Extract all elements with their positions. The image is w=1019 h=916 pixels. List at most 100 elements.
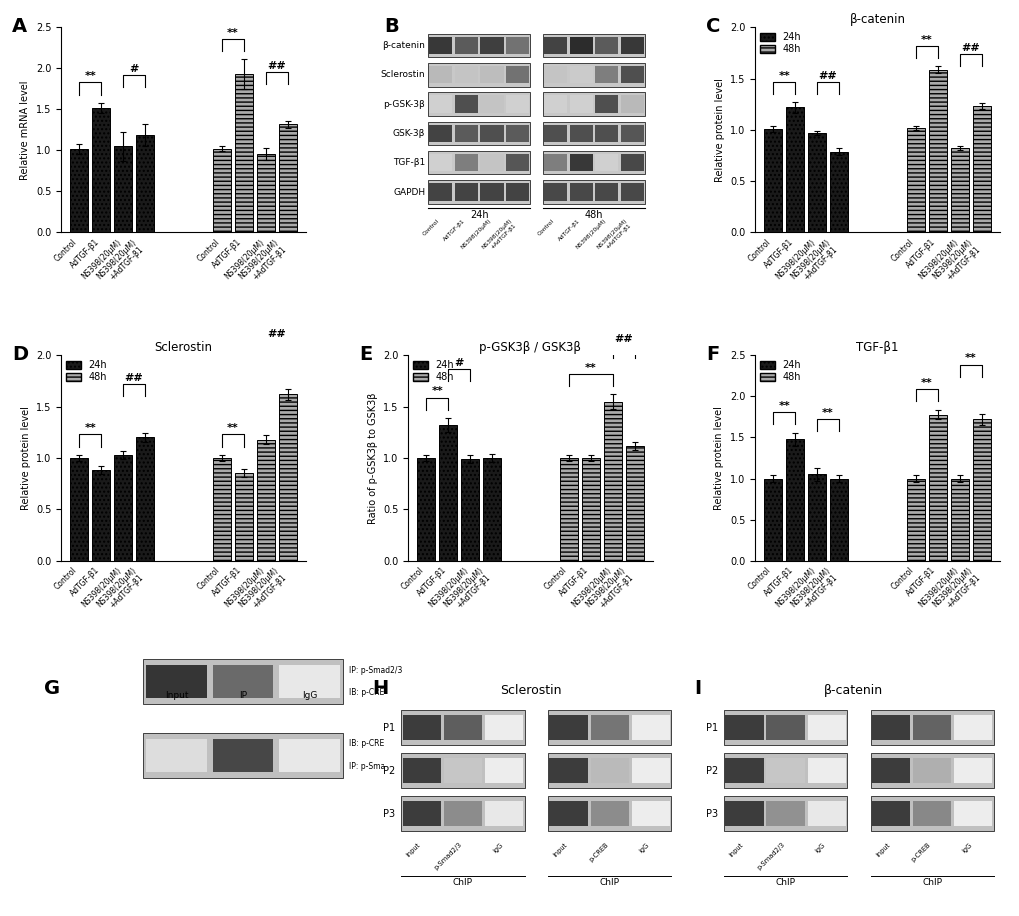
Bar [143, 659, 342, 704]
Bar [427, 122, 530, 145]
Bar [723, 710, 847, 745]
Text: **: ** [777, 401, 790, 411]
Bar [114, 147, 131, 233]
Bar [621, 37, 643, 54]
Bar [484, 802, 523, 826]
Title: p-GSK3β / GSK3β: p-GSK3β / GSK3β [479, 342, 581, 354]
Bar [454, 125, 477, 142]
Text: IgG: IgG [302, 691, 317, 700]
Bar [631, 802, 669, 826]
Bar [870, 796, 993, 831]
Text: **: ** [777, 71, 790, 81]
Bar [454, 66, 477, 83]
Text: IP: IP [238, 691, 247, 700]
Text: G: G [44, 680, 60, 698]
Bar [543, 154, 567, 171]
Text: GSK-3β: GSK-3β [392, 129, 425, 138]
Text: Sclerostin: Sclerostin [499, 683, 560, 696]
Bar [569, 37, 592, 54]
Bar [114, 455, 131, 561]
Bar [143, 733, 342, 778]
Text: p-CREB: p-CREB [587, 842, 609, 863]
Bar [92, 470, 110, 561]
Bar [484, 758, 523, 783]
Bar [483, 458, 500, 561]
Bar [631, 715, 669, 740]
Text: AdTGF-β1: AdTGF-β1 [556, 218, 581, 242]
Bar [807, 802, 845, 826]
Bar [484, 715, 523, 740]
Text: P3: P3 [705, 809, 717, 819]
Bar [547, 796, 671, 831]
Text: Sclerostin: Sclerostin [380, 71, 425, 80]
Bar [829, 478, 847, 561]
Text: Input: Input [728, 842, 744, 857]
Bar [443, 802, 482, 826]
Text: β-catenin: β-catenin [382, 41, 425, 49]
Bar [279, 665, 339, 698]
Bar [443, 715, 482, 740]
Text: **: ** [920, 378, 931, 388]
Text: E: E [359, 345, 372, 365]
Y-axis label: Ratio of p-GSK3β to GSK3β: Ratio of p-GSK3β to GSK3β [367, 392, 377, 524]
Bar [146, 665, 207, 698]
Bar [594, 154, 618, 171]
Bar [213, 739, 273, 771]
Bar [906, 478, 924, 561]
Title: TGF-β1: TGF-β1 [855, 342, 898, 354]
Bar [480, 66, 503, 83]
Bar [590, 715, 628, 740]
Text: **: ** [431, 387, 442, 397]
Text: Input: Input [551, 842, 568, 857]
Bar [725, 715, 763, 740]
Text: A: A [12, 17, 28, 37]
Text: F: F [706, 345, 718, 365]
Text: D: D [12, 345, 29, 365]
Text: ChIP: ChIP [921, 878, 942, 888]
Text: P1: P1 [383, 723, 395, 733]
Text: I: I [694, 680, 701, 698]
Bar [403, 802, 440, 826]
Bar [403, 715, 440, 740]
Bar [547, 710, 671, 745]
Bar [454, 183, 477, 201]
Bar [549, 802, 587, 826]
Bar [454, 37, 477, 54]
Text: IB: p-CREB: IB: p-CREB [348, 739, 388, 748]
Text: **: ** [964, 354, 975, 364]
Bar [505, 154, 529, 171]
Text: P2: P2 [705, 766, 717, 776]
Text: **: ** [821, 408, 834, 418]
Bar [505, 37, 529, 54]
Bar [542, 122, 645, 145]
Title: β-catenin: β-catenin [849, 14, 905, 27]
Text: IP: p-Smad2/3: IP: p-Smad2/3 [348, 762, 401, 771]
Text: AdTGF-β1: AdTGF-β1 [442, 218, 466, 242]
Text: p-Smad2/3: p-Smad2/3 [433, 842, 463, 871]
Bar [621, 154, 643, 171]
Text: NS398(20μM)
+AdTGF-β1: NS398(20μM) +AdTGF-β1 [595, 218, 632, 255]
Text: NS398(20μM)
+AdTGF-β1: NS398(20μM) +AdTGF-β1 [481, 218, 517, 255]
Bar [439, 425, 457, 561]
Bar [786, 107, 803, 233]
Text: p-GSK-3β: p-GSK-3β [383, 100, 425, 109]
Text: 48h: 48h [584, 210, 602, 220]
Bar [950, 148, 968, 233]
Bar [505, 66, 529, 83]
Text: IgG: IgG [960, 842, 972, 854]
Bar [542, 180, 645, 203]
Text: **: ** [85, 423, 96, 433]
Bar [461, 459, 479, 561]
Bar [417, 458, 435, 561]
Bar [590, 758, 628, 783]
Legend: 24h, 48h: 24h, 48h [759, 32, 800, 54]
Bar [401, 796, 524, 831]
Text: **: ** [226, 423, 238, 433]
Bar [569, 154, 592, 171]
Bar [543, 66, 567, 83]
Text: IgG: IgG [813, 842, 825, 854]
Bar [480, 183, 503, 201]
Bar [581, 458, 599, 561]
Bar [621, 95, 643, 113]
Bar [594, 183, 618, 201]
